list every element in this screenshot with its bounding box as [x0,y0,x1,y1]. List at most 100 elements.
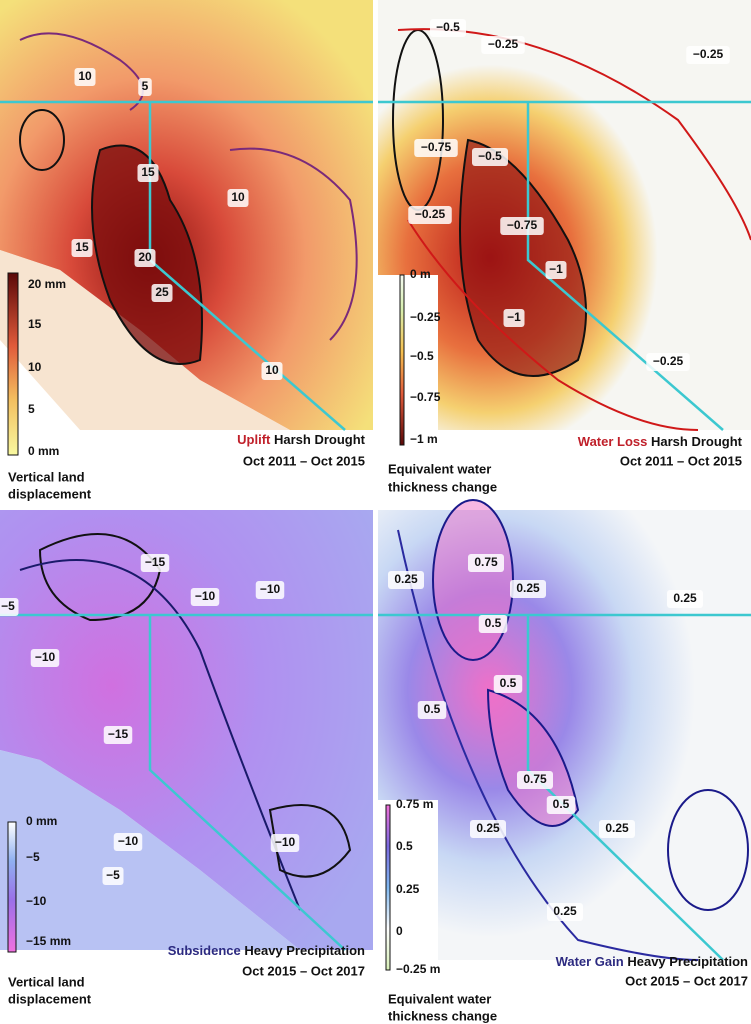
state-border [0,613,373,951]
contour-label: −15 [145,555,166,569]
legend-label: thickness change [388,1008,497,1023]
colorbar-label: −0.75 [410,390,441,404]
legend-label: Vertical land [8,469,85,484]
contour-label-box [478,615,508,633]
contour [91,144,203,365]
contour-label-box [388,571,424,589]
contour [486,688,580,827]
contour-label: −0.25 [415,207,446,221]
state-border [378,613,751,961]
contour [397,28,751,241]
contour [19,109,65,171]
contour-label-box [430,19,466,37]
contour-label: −0.25 [653,354,684,368]
contour-label-box [0,598,19,616]
caption-title: Heavy Precipitation [627,954,748,969]
contour [407,219,699,431]
contour [268,804,352,878]
contour-label: −0.25 [693,47,724,61]
colorbar-label: 5 [28,402,35,416]
contour-label-box [686,46,730,64]
contour-label: 5 [142,79,149,93]
caption-period: Oct 2011 – Oct 2015 [243,453,365,468]
caption-highlight: Water Gain [556,954,624,969]
contour-label: −15 [108,727,129,741]
contour-label-box [140,554,170,572]
contour-label-box [408,206,452,224]
caption-title: Harsh Drought [651,434,743,449]
panel-water-gain: 0.75 0.25 0.25 0.25 0.5 0.5 0.5 0.75 0.5 0.25 0.25… [378,499,751,1023]
caption: Subsidence Heavy Precipitation [168,943,365,958]
contour-label-box [151,284,173,302]
contour-label: −0.5 [436,20,460,34]
contour [19,559,301,911]
legend-label: Equivalent water [388,461,491,476]
map-field [0,750,300,950]
contour-label: 0.25 [516,581,540,595]
contour-label: 0.5 [553,797,570,811]
contour-label-box [30,649,60,667]
caption-period: Oct 2015 – Oct 2017 [625,973,748,988]
contour-label-box [472,148,508,166]
contour-label: 0.25 [394,572,418,586]
contour-label: −5 [1,599,15,613]
caption-period: Oct 2011 – Oct 2015 [620,453,742,468]
contour-label: 0.25 [553,904,577,918]
contour-label-box [667,590,703,608]
legend-label: displacement [8,486,92,501]
contour [38,533,162,622]
contour-label: 10 [78,69,92,83]
colorbar [385,804,391,971]
panel-subsidence: −15 −5 −10 −10 −10 −15 −10 −10 −5 0 mm −5 −10 −15 mm… [0,510,373,1006]
contour-label-box [517,771,553,789]
contour [397,529,699,961]
caption-title: Harsh Drought [274,432,366,447]
contour-label-box [500,217,544,235]
contour-label: 15 [141,165,155,179]
contour-label-box [74,68,96,86]
contour-label-box [481,36,525,54]
contour-label: 0.5 [500,676,517,690]
caption-highlight: Water Loss [578,434,648,449]
panel-water-loss: −0.5 −0.25 −0.25 −0.75 −0.5 −0.25 −0.75 −1 −1 −0.… [378,0,751,494]
colorbar-label: 0 m [410,267,431,281]
contour-label: 15 [75,240,89,254]
contour [459,138,587,377]
contour-label: 0.25 [605,821,629,835]
contour-label-box [546,796,576,814]
contour-label-box [138,78,152,96]
contour-label-box [470,820,506,838]
contour-label-box [270,834,300,852]
contour-label: 0.5 [485,616,502,630]
contour-label: 0.75 [474,555,498,569]
contour-label-box [547,903,583,921]
contour-label-box [545,261,567,279]
contour-label: 25 [155,285,169,299]
caption-highlight: Subsidence [168,943,241,958]
contour-label-box [103,726,133,744]
contour-label-box [190,588,220,606]
contour-label: 0.75 [523,772,547,786]
colorbar [399,274,405,446]
contour-label-box [113,833,143,851]
colorbar-label: 0.25 [396,882,420,896]
legend-label: displacement [8,991,92,1006]
colorbar-label: −15 mm [26,934,71,948]
contour-label: −10 [35,650,56,664]
panel-uplift: 10 5 15 10 15 20 25 10 20 mm 15 10 5 0 mm Uplift Hars… [0,0,373,501]
legend-box [378,275,438,445]
state-border [378,100,751,431]
colorbar-label: 0 [396,924,403,938]
contour-label: 0.25 [476,821,500,835]
colorbar-label: 0.5 [396,839,413,853]
caption: Uplift Harsh Drought [237,432,366,447]
contour-label: −0.75 [507,218,538,232]
colorbar-label: −5 [26,850,40,864]
colorbar [7,272,19,456]
contour-label: −0.25 [488,37,519,51]
contour-label: −10 [118,834,139,848]
contour-label-box [134,249,156,267]
colorbar-label: 10 [28,360,42,374]
caption-title: Heavy Precipitation [244,943,365,958]
